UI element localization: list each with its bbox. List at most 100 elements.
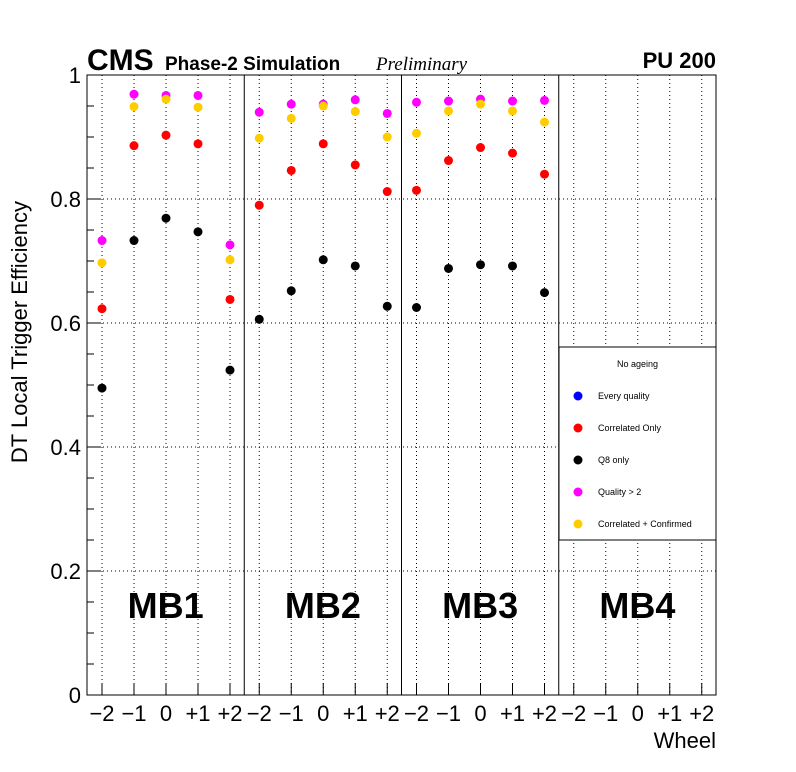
legend-entry: Every quality [598,391,650,401]
data-point [350,261,360,271]
y-tick-label: 0.2 [50,559,81,584]
x-tick-label: 0 [317,701,329,726]
y-tick-label: 0.4 [50,435,81,460]
x-tick-label: −1 [121,701,146,726]
legend-entry: Q8 only [598,455,630,465]
data-point [193,90,203,100]
x-tick-label: +2 [689,701,714,726]
data-point [225,365,235,375]
legend-marker [573,519,583,529]
station-labels: MB1 MB2 MB3 MB4 [128,585,676,626]
y-tick-label: 0 [69,683,81,708]
data-point [129,89,139,99]
data-point [444,96,453,106]
legend-marker [573,455,583,465]
data-point [254,200,264,210]
grid-lines [87,75,716,695]
x-tick-label: +2 [532,701,557,726]
data-point [382,132,392,142]
data-point [540,117,549,127]
x-tick-label: −1 [436,701,461,726]
legend-marker [573,391,583,401]
x-axis-title: Wheel [654,728,716,753]
data-point [286,286,296,296]
data-point [444,263,453,273]
y-tick-label: 1 [69,63,81,88]
data-point [540,169,549,179]
x-tick-label: −2 [89,701,114,726]
x-tick-label: +2 [375,701,400,726]
data-point [129,236,139,246]
x-tick-label: −2 [404,701,429,726]
data-point [508,261,517,271]
x-tick-label: 0 [474,701,486,726]
legend-marker [573,487,583,497]
data-point [318,139,328,149]
x-tick-label: +2 [217,701,242,726]
simulation-label: Phase-2 Simulation [165,54,340,75]
data-point [193,102,203,112]
x-tick-label: 0 [632,701,644,726]
data-point [193,227,203,237]
x-tick-label: −2 [247,701,272,726]
data-point [540,288,549,298]
station-label: MB2 [285,585,361,626]
station-label: MB1 [128,585,204,626]
data-point [350,160,360,170]
data-point [161,130,171,140]
station-label: MB3 [442,585,518,626]
x-tick-label: −1 [279,701,304,726]
data-point [350,95,360,105]
legend-entry: Correlated Only [598,423,662,433]
data-point [444,106,453,116]
station-label: MB4 [599,585,675,626]
data-point [540,95,549,105]
legend-entry: Quality > 2 [598,487,641,497]
data-point [286,113,296,123]
x-tick-label: +1 [500,701,525,726]
data-markers [97,89,549,393]
experiment-label: CMS [87,44,154,77]
data-point [382,187,392,197]
data-point [193,139,203,149]
data-point [350,107,360,117]
data-point [318,101,328,111]
data-point [382,108,392,118]
data-point [225,255,235,265]
x-tick-label: +1 [343,701,368,726]
data-point [444,156,453,166]
data-point [225,294,235,304]
data-point [508,148,517,158]
data-point [476,260,485,270]
data-point [412,303,421,312]
x-tick-label: −2 [561,701,586,726]
data-point [508,106,517,116]
data-point [476,143,485,153]
axes: 00.20.40.60.81−2 −1 0 +1 +2 −2 −1 0 +1 +2 −2 −1 0 +1 +… [50,63,714,726]
data-point [508,96,517,106]
data-point [254,107,264,117]
data-point [318,255,328,265]
legend-entry: Correlated + Confirmed [598,519,692,529]
data-point [412,185,421,195]
data-point [382,301,392,311]
x-tick-label: +1 [657,701,682,726]
legend-marker [573,423,583,433]
data-point [254,133,264,143]
y-axis-title: DT Local Trigger Efficiency [7,201,32,463]
x-tick-label: +1 [185,701,210,726]
legend-title: No ageing [617,359,658,369]
data-point [97,304,107,314]
legend-box [558,346,717,541]
data-point [286,165,296,175]
data-point [412,97,421,107]
y-tick-label: 0.6 [50,311,81,336]
data-point [254,314,264,324]
data-point [97,383,107,393]
legend: No ageing Every quality Correlated Only Q8 … [558,346,717,541]
data-point [129,102,139,112]
y-tick-label: 0.8 [50,187,81,212]
x-tick-label: −1 [593,701,618,726]
data-point [476,99,485,109]
